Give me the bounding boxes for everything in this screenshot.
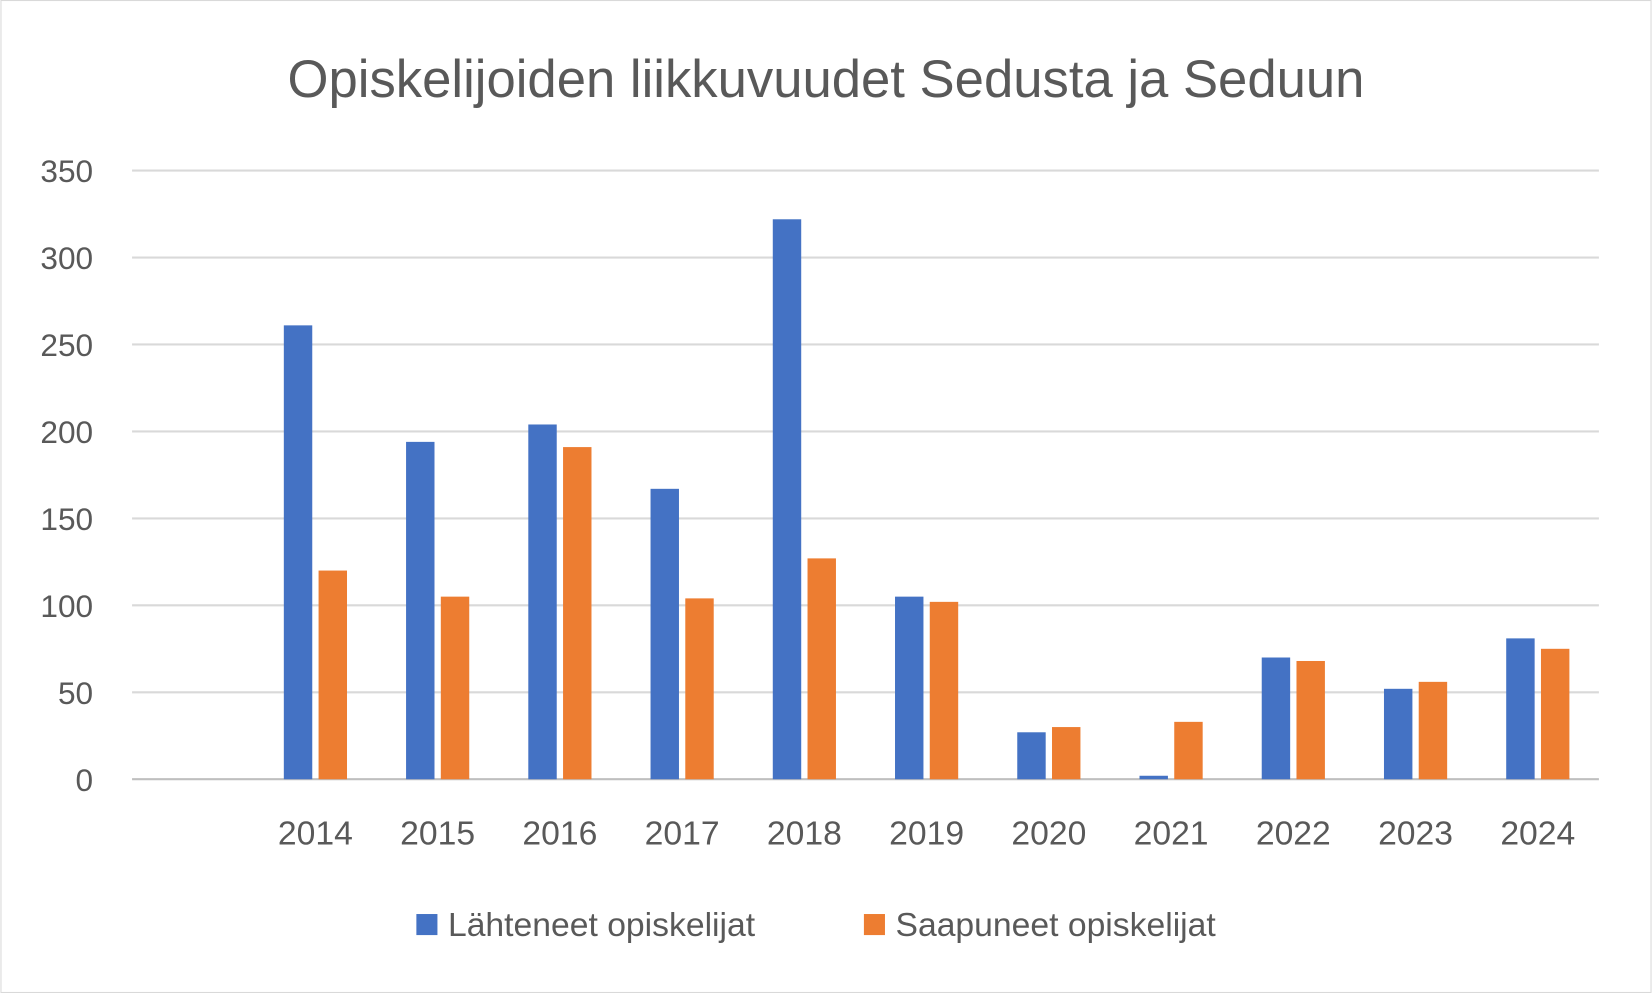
bar-saapuneet-2023 [1418,681,1448,780]
bar-lahteneet-2017 [650,488,679,780]
x-tick-label: 2018 [767,816,842,853]
bar-lahteneet-2020 [1017,732,1046,780]
bar-lahteneet-2021 [1139,775,1168,780]
x-tick-label: 2021 [1134,816,1209,853]
bar-saapuneet-2019 [929,601,959,780]
x-tick-label: 2014 [278,816,353,853]
bar-lahteneet-2018 [772,219,802,780]
bar-saapuneet-2016 [563,447,592,780]
bar-saapuneet-2015 [440,596,470,780]
y-tick-label: 200 [40,414,93,450]
x-tick-label: 2016 [522,816,597,853]
bar-saapuneet-2017 [685,598,714,780]
bar-lahteneet-2023 [1383,688,1413,780]
gridlines [132,169,1599,781]
y-tick-label: 0 [76,762,94,798]
y-tick-label: 50 [58,675,93,711]
legend-label: Lähteneet opiskelijat [448,907,756,944]
y-tick-label: 150 [40,501,93,537]
bar-lahteneet-2014 [283,325,313,780]
x-tick-label: 2019 [889,816,964,853]
x-tick-label: 2024 [1500,816,1575,853]
legend-label: Saapuneet opiskelijat [895,907,1216,944]
bar-saapuneet-2014 [318,570,348,780]
legend-swatch [863,914,885,936]
legend-swatch [416,914,438,936]
x-tick-label: 2022 [1256,816,1331,853]
legend: Lähteneet opiskelijat Saapuneet opiskelij… [416,907,1216,944]
bar-lahteneet-2015 [406,441,435,780]
bars [283,219,1570,780]
x-tick-label: 2023 [1378,816,1453,853]
x-tick-label: 2020 [1011,816,1086,853]
chart-title: Opiskelijoiden liikkuvuudet Sedusta ja S… [288,50,1365,109]
bar-saapuneet-2018 [807,558,836,780]
y-tick-label: 100 [40,588,93,624]
x-tick-label: 2015 [400,816,475,853]
y-tick-label: 300 [40,240,93,276]
x-axis-ticks: 2014 2015 2016 2017 2018 2019 2020 2021 2022 2023… [278,816,1575,853]
bar-lahteneet-2019 [895,596,924,780]
y-tick-label: 250 [40,327,93,363]
bar-lahteneet-2022 [1261,657,1291,780]
bar-lahteneet-2016 [528,424,557,780]
x-tick-label: 2017 [645,816,720,853]
y-axis-ticks: 0 50 100 150 200 250 300 350 [40,153,93,798]
y-tick-label: 350 [40,153,93,189]
bar-saapuneet-2024 [1540,648,1570,780]
bar-saapuneet-2022 [1296,660,1325,780]
bar-saapuneet-2021 [1174,721,1203,780]
bar-lahteneet-2024 [1506,638,1535,780]
bar-saapuneet-2020 [1052,727,1081,780]
